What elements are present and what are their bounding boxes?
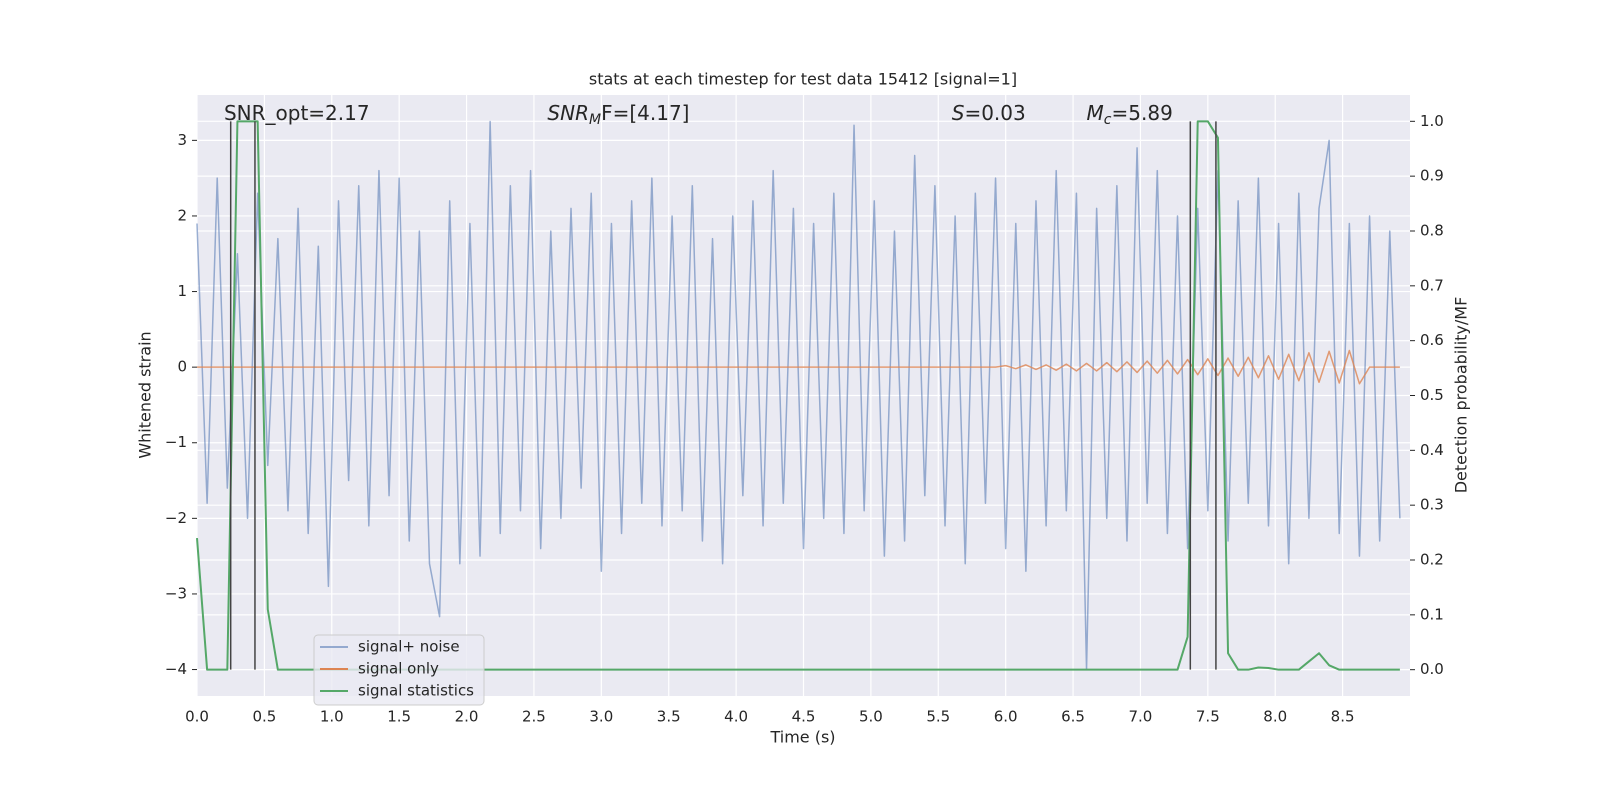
grid xyxy=(192,95,1415,696)
annotation-sub: c xyxy=(1104,112,1112,128)
x-tick-label: 0.0 xyxy=(185,708,209,726)
x-tick-label: 7.0 xyxy=(1129,708,1153,726)
legend-label: signal statistics xyxy=(358,682,474,700)
y2-tick-label: 0.0 xyxy=(1420,660,1444,678)
y-tick-label: −2 xyxy=(165,509,187,527)
x-axis-label: Time (s) xyxy=(769,728,835,747)
annotation-main: SNR_opt=2.17 xyxy=(224,101,370,125)
y2-tick-label: 0.4 xyxy=(1420,441,1444,459)
series-line xyxy=(196,120,1401,671)
x-tick-label: 4.0 xyxy=(724,708,748,726)
y-tick-label: 2 xyxy=(177,206,187,224)
x-tick-label: 8.0 xyxy=(1263,708,1287,726)
y2-tick-label: 1.0 xyxy=(1420,112,1444,130)
y-tick-label: −3 xyxy=(165,584,187,602)
legend-label: signal+ noise xyxy=(358,638,460,656)
x-tick-label: 2.5 xyxy=(522,708,546,726)
y2-tick-label: 0.7 xyxy=(1420,276,1444,294)
x-tick-label: 1.5 xyxy=(387,708,411,726)
x-tick-label: 6.0 xyxy=(994,708,1018,726)
y2-tick-label: 0.2 xyxy=(1420,551,1444,569)
y2-tick-label: 0.9 xyxy=(1420,167,1444,185)
y2-tick-label: 0.3 xyxy=(1420,496,1444,514)
legend-label: signal only xyxy=(358,660,439,678)
annotation-sub: M xyxy=(589,112,601,128)
annotation: S=0.03 xyxy=(952,101,1026,125)
x-tick-label: 8.5 xyxy=(1331,708,1355,726)
legend-box xyxy=(313,634,485,706)
x-tick-label: 1.0 xyxy=(320,708,344,726)
x-tick-label: 2.0 xyxy=(455,708,479,726)
annotation-main: M xyxy=(1087,101,1104,125)
annotation: SNR_opt=2.17 xyxy=(224,101,370,125)
y-tick-label: 3 xyxy=(177,131,187,149)
y-tick-label: −4 xyxy=(165,660,187,678)
annotation-tail: =5.89 xyxy=(1112,101,1173,125)
annotation-tail: =0.03 xyxy=(964,101,1025,125)
x-tick-label: 0.5 xyxy=(252,708,276,726)
x-tick-label: 5.0 xyxy=(859,708,883,726)
y-tick-label: 1 xyxy=(177,282,187,300)
x-tick-label: 3.5 xyxy=(657,708,681,726)
annotation-main: SNR xyxy=(547,101,589,125)
series-line xyxy=(197,349,1400,385)
x-tick-label: 3.0 xyxy=(589,708,613,726)
y-axis-label: Whitened strain xyxy=(136,331,155,458)
y-tick-label: 0 xyxy=(177,358,187,376)
annotation-tail: F=[4.17] xyxy=(601,101,689,125)
x-tick-label: 7.5 xyxy=(1196,708,1220,726)
annotation: SNRMF=[4.17] xyxy=(547,101,689,129)
x-tick-label: 6.5 xyxy=(1061,708,1085,726)
annotation-main: S xyxy=(952,101,965,125)
y2-tick-label: 0.5 xyxy=(1420,386,1444,404)
x-tick-label: 4.5 xyxy=(792,708,816,726)
chart-title: stats at each timestep for test data 154… xyxy=(589,70,1017,89)
y2-tick-label: 0.8 xyxy=(1420,221,1444,239)
legend: signal+ noise signal only signal statistic… xyxy=(313,634,485,706)
y-tick-label: −1 xyxy=(165,433,187,451)
y2-tick-label: 0.1 xyxy=(1420,605,1444,623)
annotation: Mc=5.89 xyxy=(1087,101,1173,129)
y2-axis-label: Detection probability/MF xyxy=(1452,297,1471,494)
x-tick-label: 5.5 xyxy=(926,708,950,726)
y2-tick-label: 0.6 xyxy=(1420,331,1444,349)
